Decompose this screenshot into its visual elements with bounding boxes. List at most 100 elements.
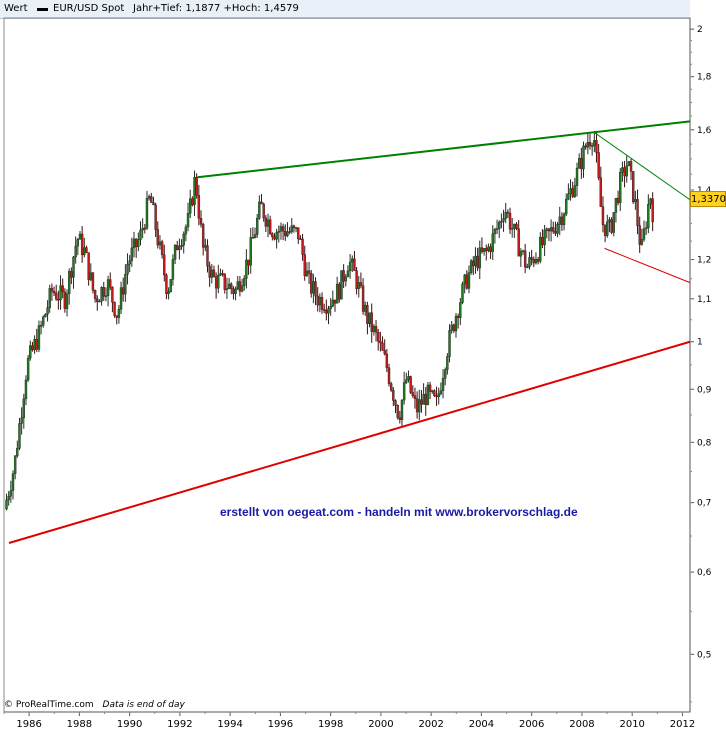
candle-body [351, 258, 354, 263]
candle-body [42, 316, 45, 326]
candle-body [361, 285, 365, 312]
candle-body [400, 399, 404, 420]
candle-body [623, 167, 626, 177]
candle-body [307, 270, 311, 274]
candle-body [115, 315, 118, 318]
candle-body [424, 393, 427, 405]
candle-body [636, 199, 639, 226]
candle-body [225, 288, 229, 290]
candle-body [191, 198, 194, 206]
candle-body [485, 248, 488, 251]
x-tick-label: 1996 [268, 719, 293, 730]
candle-body [91, 272, 95, 291]
candle-body [178, 246, 181, 251]
candle-body [24, 379, 28, 400]
candle-body [37, 325, 41, 350]
candle-body [590, 145, 594, 147]
candle-body [20, 417, 23, 424]
candle-body [260, 201, 263, 205]
candle-body [288, 231, 291, 233]
candle-body [180, 244, 183, 247]
candle-body [467, 272, 471, 289]
candle-body [647, 204, 650, 229]
candle-body [346, 270, 350, 278]
candle-body [431, 390, 434, 392]
candle-body [279, 226, 283, 232]
candle-body [593, 140, 596, 146]
candle-body [262, 203, 265, 219]
candle-body [72, 256, 75, 278]
candle-body [206, 245, 209, 267]
candle-body [586, 141, 590, 148]
candle-body [31, 345, 34, 351]
footer: © ProRealTime.com Data is end of day [4, 700, 185, 710]
candle-body [89, 272, 92, 280]
candle-body [292, 225, 296, 228]
candle-body [402, 382, 406, 401]
candle-body [70, 271, 73, 278]
candle-body [338, 283, 341, 300]
candle-body [422, 393, 425, 405]
candle-body [534, 259, 538, 264]
candle-body [5, 499, 8, 510]
candle-body [577, 157, 581, 169]
candle-body [472, 260, 475, 267]
candle-body [606, 221, 609, 236]
candle-body [113, 302, 116, 316]
candle-body [273, 236, 276, 240]
candle-body [247, 259, 250, 266]
year-range-label: Jahr+Tief: 1,1877 +Hoch: 1,4579 [133, 3, 299, 14]
candle-body [55, 292, 58, 300]
y-tick-label: 0,9 [697, 385, 712, 395]
candle-body [85, 247, 88, 253]
candle-body [314, 281, 317, 297]
candle-body [638, 225, 641, 245]
candle-body [9, 490, 13, 497]
candle-body [359, 282, 363, 286]
candle-body [621, 167, 624, 173]
candle-body [452, 324, 456, 332]
candle-body [433, 390, 436, 396]
candle-body [478, 247, 481, 269]
candle-body [333, 299, 337, 304]
candle-body [100, 287, 103, 302]
candle-body [588, 141, 592, 146]
candle-body [208, 265, 211, 278]
candle-body [50, 288, 54, 292]
candle-body [238, 281, 242, 292]
y-tick-label: 1,4 [697, 186, 712, 196]
candle-body [63, 291, 67, 309]
candle-body [567, 193, 570, 200]
candle-body [119, 287, 123, 310]
candle-body [335, 283, 339, 304]
candle-body [271, 233, 274, 237]
x-tick-label: 1990 [117, 719, 142, 730]
candle-body [353, 258, 356, 271]
candle-body [277, 231, 281, 233]
candle-body [67, 271, 71, 294]
candle-body [96, 298, 99, 302]
candle-body [405, 379, 408, 383]
candle-body [441, 378, 445, 391]
candle-body [165, 274, 168, 294]
x-tick-label: 1986 [16, 719, 41, 730]
candle-body [137, 239, 140, 248]
candle-body [104, 295, 108, 297]
candle-body [152, 202, 155, 206]
candle-body [489, 246, 492, 252]
candle-body [595, 140, 598, 153]
candle-body [7, 495, 10, 501]
candle-body [597, 152, 600, 178]
candle-body [83, 247, 86, 256]
candle-body [236, 281, 239, 290]
candle-body [413, 395, 417, 399]
candle-body [632, 171, 635, 203]
candle-body [78, 233, 82, 240]
candle-body [368, 312, 371, 324]
candle-body [11, 473, 15, 491]
candle-body [608, 219, 611, 223]
candle-body [383, 350, 386, 355]
candle-body [169, 279, 172, 293]
candle-body [437, 393, 440, 398]
candle-body [526, 266, 529, 269]
